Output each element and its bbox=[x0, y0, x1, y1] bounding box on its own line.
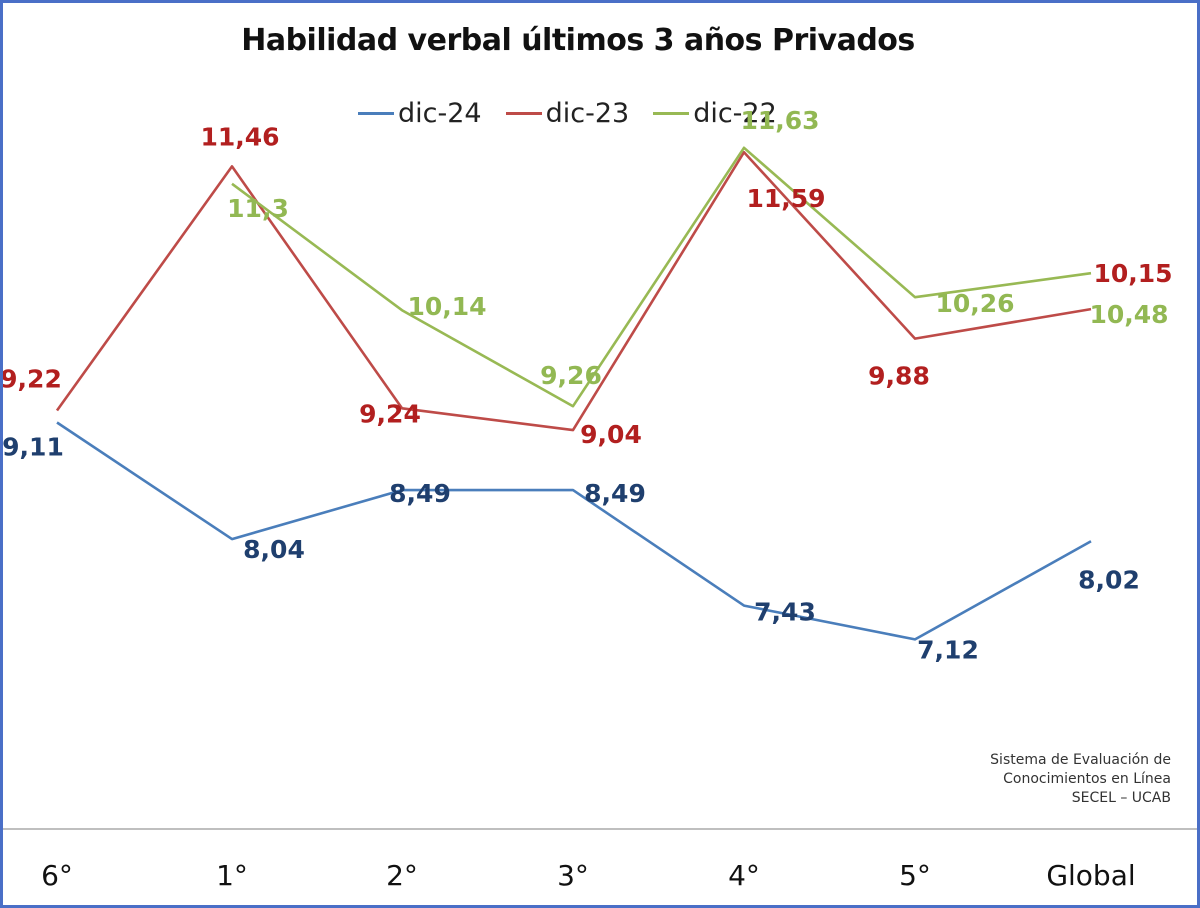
series-line-dic-22 bbox=[231, 146, 1092, 408]
data-label-dic-24-2: 8,49 bbox=[389, 479, 451, 508]
legend-label-dic-23: dic-23 bbox=[545, 97, 630, 129]
legend-swatch-dic-22 bbox=[653, 111, 690, 115]
legend-swatch-dic-24 bbox=[358, 111, 394, 115]
data-label-dic-24-4: 7,43 bbox=[754, 598, 816, 627]
x-tick-label-0: 6° bbox=[41, 859, 73, 892]
data-label-dic-24-6: 8,02 bbox=[1078, 565, 1140, 594]
source-note-line-1: Sistema de Evaluación de bbox=[990, 752, 1171, 768]
legend-item-dic-24: dic-24 bbox=[358, 98, 482, 129]
data-label-dic-24-3: 8,49 bbox=[584, 479, 646, 508]
data-label-dic-23-5: 9,88 bbox=[868, 362, 930, 391]
legend-item-dic-22: dic-22 bbox=[653, 98, 777, 129]
data-label-dic-22-2: 10,14 bbox=[407, 292, 486, 321]
legend-swatch-dic-23 bbox=[505, 111, 542, 115]
legend-label-dic-24: dic-24 bbox=[398, 97, 482, 129]
data-label-dic-24-5: 7,12 bbox=[917, 635, 979, 664]
data-label-dic-22-4: 11,63 bbox=[740, 106, 819, 135]
data-label-dic-22-6: 10,48 bbox=[1089, 300, 1168, 329]
data-label-dic-23-3: 9,04 bbox=[580, 420, 642, 449]
series-line-dic-23 bbox=[55, 150, 1092, 432]
x-tick-label-1: 1° bbox=[216, 859, 248, 892]
data-label-dic-22-1: 11,3 bbox=[227, 194, 289, 223]
data-label-dic-23-2: 9,24 bbox=[359, 399, 421, 428]
source-note: Sistema de Evaluación de Conocimientos e… bbox=[990, 751, 1171, 808]
x-tick-label-2: 2° bbox=[386, 859, 418, 892]
data-label-dic-23-6: 10,15 bbox=[1093, 259, 1172, 288]
data-label-dic-24-1: 8,04 bbox=[243, 535, 305, 564]
x-tick-label-6: Global bbox=[1046, 859, 1135, 892]
legend: dic-24 dic-23 dic-22 bbox=[358, 95, 801, 131]
series-line-dic-24 bbox=[56, 421, 1092, 641]
data-label-dic-22-3: 9,26 bbox=[540, 361, 602, 390]
chart-title: Habilidad verbal últimos 3 años Privados bbox=[241, 23, 915, 58]
x-tick-label-4: 4° bbox=[728, 859, 760, 892]
source-note-line-2: Conocimientos en Línea bbox=[1003, 771, 1171, 787]
data-label-dic-24-0: 9,11 bbox=[3, 433, 64, 462]
data-label-dic-23-1: 11,46 bbox=[200, 122, 279, 151]
legend-label-dic-22: dic-22 bbox=[693, 97, 777, 129]
data-label-dic-22-5: 10,26 bbox=[935, 289, 1014, 318]
legend-item-dic-23: dic-23 bbox=[505, 97, 630, 129]
data-label-dic-23-0: 9,22 bbox=[3, 365, 62, 394]
x-tick-label-5: 5° bbox=[899, 859, 931, 892]
x-tick-label-3: 3° bbox=[557, 859, 589, 892]
source-note-line-3: SECEL – UCAB bbox=[1071, 790, 1171, 806]
data-label-dic-23-4: 11,59 bbox=[746, 184, 825, 213]
x-axis-line bbox=[3, 828, 1197, 830]
plot-area: 9,11 8,04 8,49 8,49 7,43 7,12 8,02 9,22 11,46 9,2… bbox=[3, 106, 1173, 892]
